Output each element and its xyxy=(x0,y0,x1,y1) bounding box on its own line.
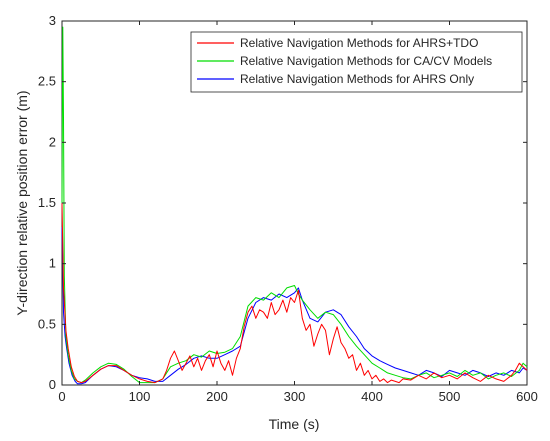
legend-label-1: Relative Navigation Methods for AHRS+TDO xyxy=(240,36,478,50)
x-tick-label: 400 xyxy=(361,389,383,404)
x-tick-label: 0 xyxy=(58,389,65,404)
legend-box xyxy=(190,31,523,93)
y-tick-label: 0 xyxy=(49,377,56,392)
tick-layer: 0 100 200 300 400 500 600 0 0.5 1 1.5 2 2.5 3 xyxy=(38,13,538,404)
y-tick-label: 1.5 xyxy=(38,195,56,210)
y-tick-label: 0.5 xyxy=(38,316,56,331)
series-layer xyxy=(61,26,528,385)
x-axis-label: Time (s) xyxy=(269,416,320,432)
x-tick-label: 100 xyxy=(129,389,151,404)
x-tick-label: 600 xyxy=(516,389,538,404)
legend-label-3: Relative Navigation Methods for AHRS Onl… xyxy=(240,72,474,86)
y-tick-label: 2 xyxy=(49,134,56,149)
x-tick-label: 200 xyxy=(206,389,228,404)
legend-label-2: Relative Navigation Methods for CA/CV Mo… xyxy=(240,54,492,68)
y-tick-label: 1 xyxy=(49,256,56,271)
series-line-1 xyxy=(61,202,528,384)
series-line-2 xyxy=(61,26,528,384)
legend: Relative Navigation Methods for AHRS+TDO… xyxy=(190,31,523,93)
y-tick-label: 3 xyxy=(49,13,56,28)
y-tick-label: 2.5 xyxy=(38,74,56,89)
y-axis-label: Y-direction relative position error (m) xyxy=(14,90,30,315)
x-tick-label: 300 xyxy=(284,389,306,404)
x-tick-label: 500 xyxy=(439,389,461,404)
